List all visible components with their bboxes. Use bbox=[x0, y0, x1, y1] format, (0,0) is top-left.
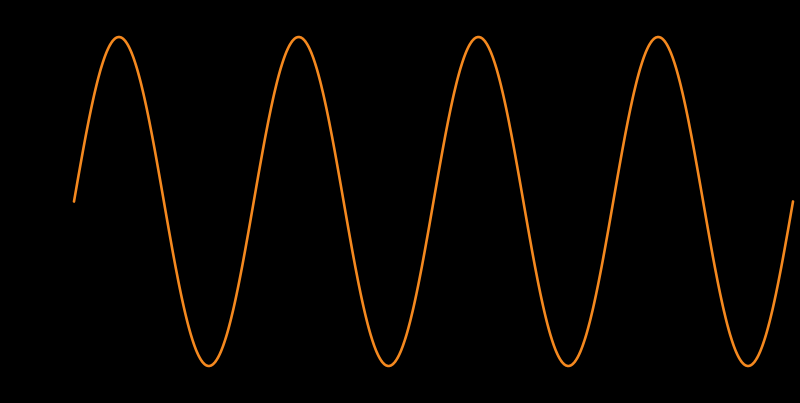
sine-series-line-0 bbox=[72, 35, 795, 368]
series-layer bbox=[72, 35, 795, 368]
